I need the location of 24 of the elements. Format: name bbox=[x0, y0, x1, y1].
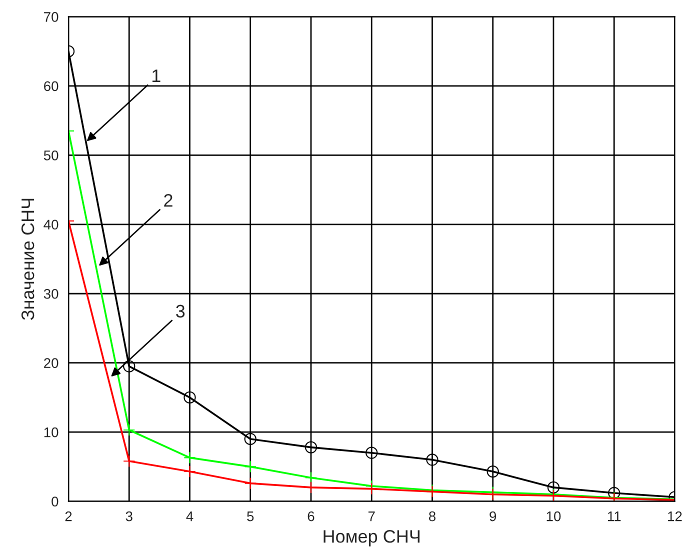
y-tick-label: 10 bbox=[44, 427, 58, 438]
y-tick-label: 70 bbox=[44, 12, 58, 22]
y-tick-label: 30 bbox=[44, 288, 58, 299]
x-tick-label: 10 bbox=[546, 511, 561, 522]
y-tick-label: 50 bbox=[44, 150, 58, 160]
y-tick-label: 20 bbox=[44, 358, 58, 368]
y-axis-title: Значение СНЧ bbox=[21, 198, 34, 320]
x-axis-title: Номер СНЧ bbox=[324, 530, 420, 546]
annotation: 2 bbox=[164, 194, 172, 207]
x-tick-label: 2 bbox=[65, 511, 72, 522]
x-tick-label: 9 bbox=[490, 511, 496, 522]
x-tick-label: 5 bbox=[247, 512, 254, 522]
x-tick-label: 6 bbox=[308, 511, 314, 522]
x-tick-label: 4 bbox=[186, 512, 194, 522]
x-tick-label: 8 bbox=[428, 511, 436, 522]
y-tick-label: 40 bbox=[44, 220, 58, 230]
y-tick-label: 0 bbox=[52, 496, 58, 506]
annotation: 3 bbox=[176, 304, 185, 318]
x-tick-label: 7 bbox=[368, 512, 375, 522]
x-tick-label: 11 bbox=[608, 512, 621, 522]
annotation: 1 bbox=[152, 70, 160, 82]
y-tick-label: 60 bbox=[44, 81, 58, 92]
x-tick-label: 3 bbox=[126, 511, 132, 522]
x-tick-label: 12 bbox=[668, 511, 682, 522]
